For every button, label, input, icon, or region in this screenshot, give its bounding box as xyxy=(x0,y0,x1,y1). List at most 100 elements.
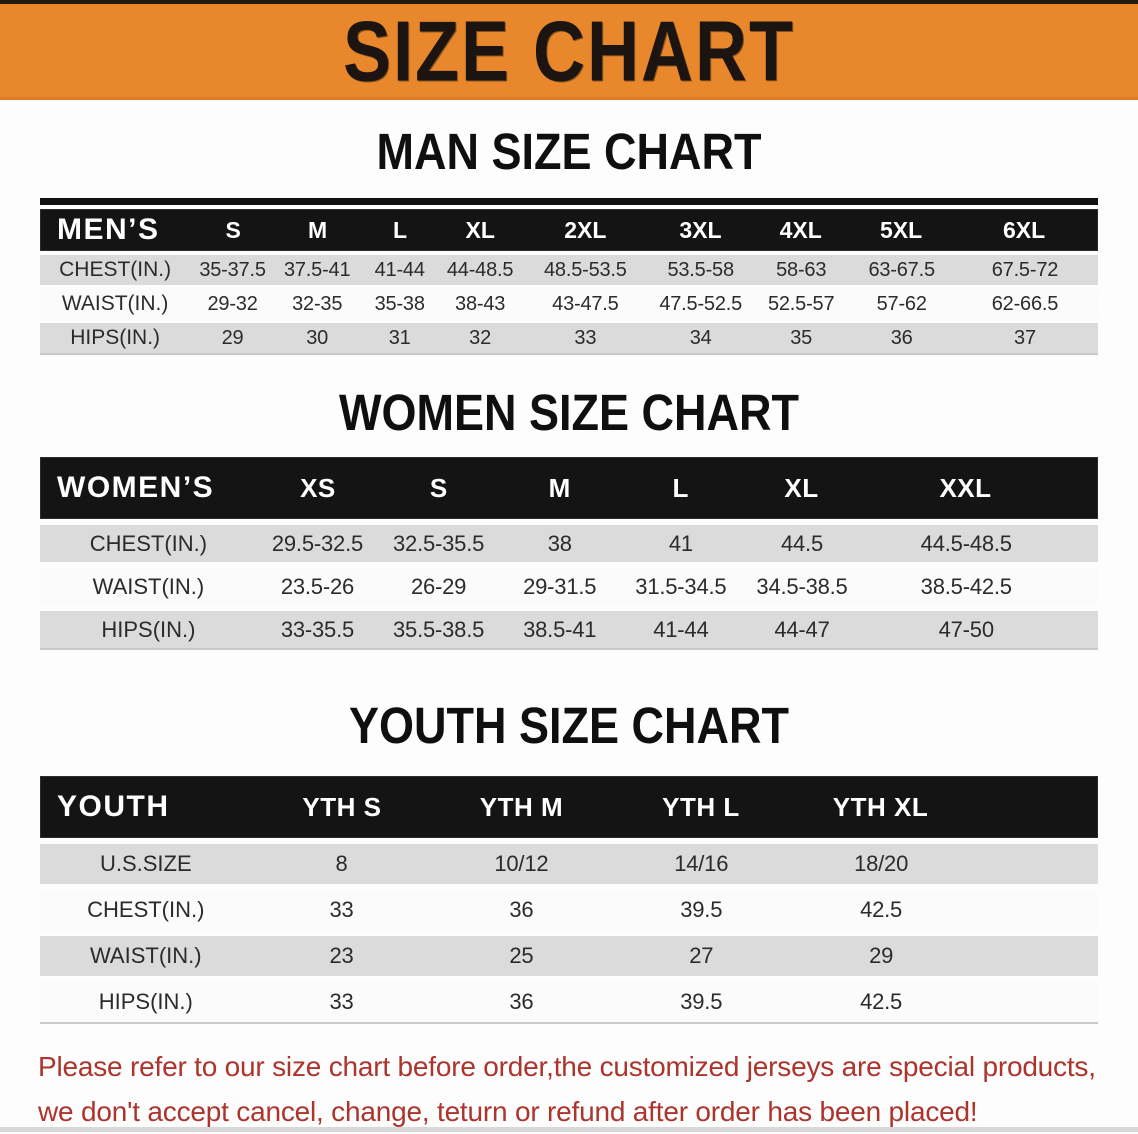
size-column-header: XL xyxy=(784,472,819,503)
size-column-header: M xyxy=(308,216,328,243)
section-heading-text: MAN SIZE CHART xyxy=(376,122,762,181)
size-cell: 35-37.5 xyxy=(199,258,266,281)
size-cell: 29 xyxy=(869,943,894,968)
size-cell: 29-31.5 xyxy=(523,573,597,599)
size-cell: 36 xyxy=(509,897,534,922)
size-cell: 42.5 xyxy=(860,989,903,1014)
size-cell: 53.5-58 xyxy=(667,258,734,281)
size-cell: 37.5-41 xyxy=(283,258,351,281)
table-header-label: WOMEN’S xyxy=(57,471,215,504)
size-cell: 32 xyxy=(469,326,492,349)
row-label: WAIST(IN.) xyxy=(92,573,205,599)
table-row: HIPS(IN.) 33-35.5 35.5-38.5 38.5-41 41-44 44-… xyxy=(40,611,1098,648)
size-cell: 35-38 xyxy=(374,292,425,315)
size-cell: 36 xyxy=(509,989,534,1014)
section-heading-youth: YOUTH SIZE CHART xyxy=(0,696,1138,754)
table-row: WAIST(IN.) 23 25 27 29 xyxy=(40,936,1098,976)
women-size-table: WOMEN’S XS S M L XL XXL CHEST(IN.) 29.5-32.5 32.5… xyxy=(40,457,1098,650)
section-heading-text: WOMEN SIZE CHART xyxy=(339,383,799,442)
table-row: WAIST(IN.) 23.5-26 26-29 29-31.5 31.5-34.5 34… xyxy=(40,568,1098,605)
row-label: HIPS(IN.) xyxy=(98,989,193,1014)
table-row: CHEST(IN.) 35-37.5 37.5-41 41-44 44-48.5 48.5… xyxy=(40,255,1098,285)
size-column-header: S xyxy=(429,472,448,503)
size-cell: 38.5-41 xyxy=(523,616,597,642)
size-column-header: 4XL xyxy=(779,216,822,243)
banner-title: SIZE CHART xyxy=(343,4,795,100)
size-cell: 33 xyxy=(329,989,354,1014)
size-cell: 29.5-32.5 xyxy=(271,530,364,556)
row-label: WAIST(IN.) xyxy=(89,943,202,968)
size-cell: 31.5-34.5 xyxy=(635,573,727,599)
table-header-label: MEN’S xyxy=(57,213,160,246)
table-header-label: YOUTH xyxy=(57,790,170,823)
row-label: WAIST(IN.) xyxy=(61,292,169,315)
section-heading-text: YOUTH SIZE CHART xyxy=(348,696,789,755)
size-cell: 10/12 xyxy=(494,851,549,876)
size-column-header: S xyxy=(225,216,241,243)
size-column-header: YTH S xyxy=(302,791,382,822)
size-cell: 41-44 xyxy=(374,258,425,281)
size-cell: 57-62 xyxy=(876,292,927,315)
section-men: MAN SIZE CHART MEN’S S M L XL 2XL 3XL 4XL 5XL 6XL C… xyxy=(0,122,1138,355)
size-cell: 67.5-72 xyxy=(991,258,1059,281)
size-cell: 35 xyxy=(790,326,813,349)
size-column-header: 2XL xyxy=(564,216,607,243)
size-cell: 31 xyxy=(388,326,411,349)
size-cell: 63-67.5 xyxy=(868,258,935,281)
size-column-header: XS xyxy=(300,472,336,503)
row-label: HIPS(IN.) xyxy=(101,616,196,642)
table-top-border-line xyxy=(40,198,1098,205)
size-column-header: L xyxy=(672,472,689,503)
size-cell: 39.5 xyxy=(680,897,723,922)
size-cell: 29 xyxy=(221,326,244,349)
size-cell: 29-32 xyxy=(207,292,258,315)
size-cell: 41 xyxy=(668,530,693,556)
table-row: U.S.SIZE 8 10/12 14/16 18/20 xyxy=(40,844,1098,884)
table-row: HIPS(IN.) 29 30 31 32 33 34 35 36 37 xyxy=(40,323,1098,353)
row-label: HIPS(IN.) xyxy=(70,326,161,349)
size-cell: 23 xyxy=(329,943,354,968)
size-cell: 30 xyxy=(306,326,329,349)
youth-size-table: YOUTH YTH S YTH M YTH L YTH XL U.S.SIZE 8 10/12… xyxy=(40,776,1098,1024)
size-cell: 62-66.5 xyxy=(991,292,1059,315)
size-cell: 8 xyxy=(335,851,348,876)
size-cell: 32-35 xyxy=(292,292,343,315)
disclaimer-line-1: Please refer to our size chart before or… xyxy=(38,1051,1096,1082)
size-column-header: L xyxy=(392,216,408,243)
table-header-row: MEN’S S M L XL 2XL 3XL 4XL 5XL 6XL xyxy=(40,209,1098,251)
section-heading-women: WOMEN SIZE CHART xyxy=(0,383,1138,441)
size-cell: 36 xyxy=(890,326,913,349)
table-row: WAIST(IN.) 29-32 32-35 35-38 38-43 43-47.5 47.… xyxy=(40,289,1098,319)
size-cell: 34 xyxy=(689,326,712,349)
size-cell: 27 xyxy=(689,943,714,968)
size-cell: 44.5-48.5 xyxy=(920,530,1012,556)
size-column-header: XXL xyxy=(939,472,992,503)
size-cell: 44-47 xyxy=(774,616,830,642)
size-cell: 34.5-38.5 xyxy=(756,573,848,599)
size-cell: 48.5-53.5 xyxy=(544,258,627,281)
table-row: CHEST(IN.) 33 36 39.5 42.5 xyxy=(40,890,1098,930)
size-cell: 52.5-57 xyxy=(767,292,835,315)
disclaimer-line-2: we don't accept cancel, change, teturn o… xyxy=(38,1096,978,1127)
size-column-header: M xyxy=(548,472,571,503)
table-header-row: WOMEN’S XS S M L XL XXL xyxy=(40,457,1098,519)
size-cell: 18/20 xyxy=(854,851,909,876)
size-chart-banner: SIZE CHART xyxy=(0,0,1138,100)
size-column-header: YTH M xyxy=(479,791,564,822)
size-column-header: 5XL xyxy=(879,216,923,243)
size-cell: 33 xyxy=(329,897,354,922)
size-column-header: 3XL xyxy=(679,216,722,243)
size-cell: 38-43 xyxy=(455,292,506,315)
size-cell: 37 xyxy=(1014,326,1036,349)
size-cell: 47-50 xyxy=(938,616,994,642)
size-column-header: XL xyxy=(465,216,495,243)
section-heading-men: MAN SIZE CHART xyxy=(0,122,1138,180)
row-label: CHEST(IN.) xyxy=(89,530,208,556)
size-cell: 39.5 xyxy=(680,989,723,1014)
size-cell: 32.5-35.5 xyxy=(393,530,485,556)
size-chart-sections: MAN SIZE CHART MEN’S S M L XL 2XL 3XL 4XL 5XL 6XL C… xyxy=(0,122,1138,1024)
size-cell: 23.5-26 xyxy=(280,573,355,599)
section-women: WOMEN SIZE CHART WOMEN’S XS S M L XL XXL CHEST(I… xyxy=(0,383,1138,650)
men-size-table: MEN’S S M L XL 2XL 3XL 4XL 5XL 6XL CHEST(IN.) 35-37… xyxy=(40,198,1098,355)
